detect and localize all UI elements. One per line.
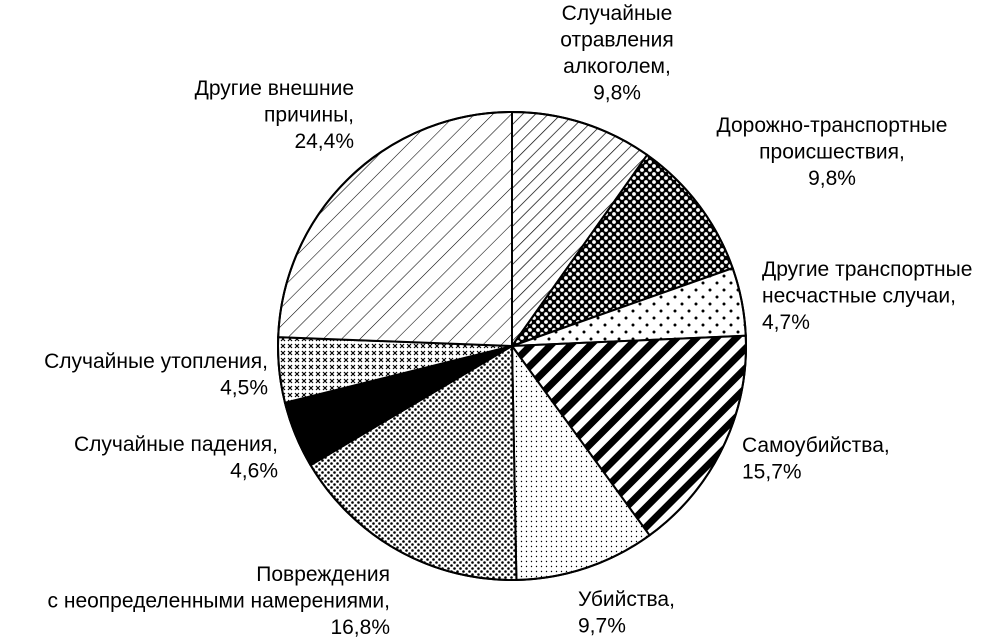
slice-label-line: Случайные <box>562 2 673 25</box>
slice-label-line: Убийства, <box>578 588 675 611</box>
slice-label-line: происшествия, <box>759 141 905 164</box>
slice-label-line: отравления <box>560 29 674 52</box>
slice-label-line: 4,7% <box>762 311 810 334</box>
slice-label: Случайные отравления алкоголем, 9,8% <box>560 2 674 105</box>
slice-label-line: с неопределенными намерениями, <box>48 590 390 613</box>
slice-label: Другие транспортные несчастные случаи, 4,7… <box>762 258 972 334</box>
slice-label-line: Другие транспортные <box>762 258 972 281</box>
slice-label-line: Случайные падения, <box>74 433 278 456</box>
slice-label: Повреждения с неопределенными намерениями… <box>48 563 390 638</box>
slice-label-line: Самоубийства, <box>742 434 890 457</box>
slice-label-line: причины, <box>264 104 354 127</box>
slice-label-line: 9,8% <box>808 167 856 190</box>
slice-label-line: Случайные утопления, <box>44 350 268 373</box>
slice-label: Убийства, 9,7% <box>578 588 675 638</box>
slice-label-line: 9,7% <box>578 615 626 638</box>
slice-label-line: Другие внешние <box>195 77 354 100</box>
slice-label-line: 4,5% <box>220 377 268 400</box>
pie-outline <box>277 111 747 581</box>
slice-label-line: Дорожно-транспортные <box>717 114 948 137</box>
slice-label: Случайные утопления, 4,5% <box>44 350 268 400</box>
slice-label: Дорожно-транспортные происшествия, 9,8% <box>717 114 948 190</box>
slice-label-line: Повреждения <box>256 563 390 586</box>
slice-label: Другие внешние причины, 24,4% <box>195 77 354 153</box>
slice-label-line: 16,8% <box>330 616 390 638</box>
slice-label: Случайные падения, 4,6% <box>74 433 278 483</box>
slice-label-line: 24,4% <box>294 130 354 153</box>
slice-label-line: 9,8% <box>593 82 641 105</box>
slice-label-line: несчастные случаи, <box>762 285 956 308</box>
slice-label-line: алкоголем, <box>563 55 671 78</box>
slice-label-line: 4,6% <box>230 460 278 483</box>
slice-label: Самоубийства, 15,7% <box>742 434 890 484</box>
slice-label-line: 15,7% <box>742 461 802 484</box>
